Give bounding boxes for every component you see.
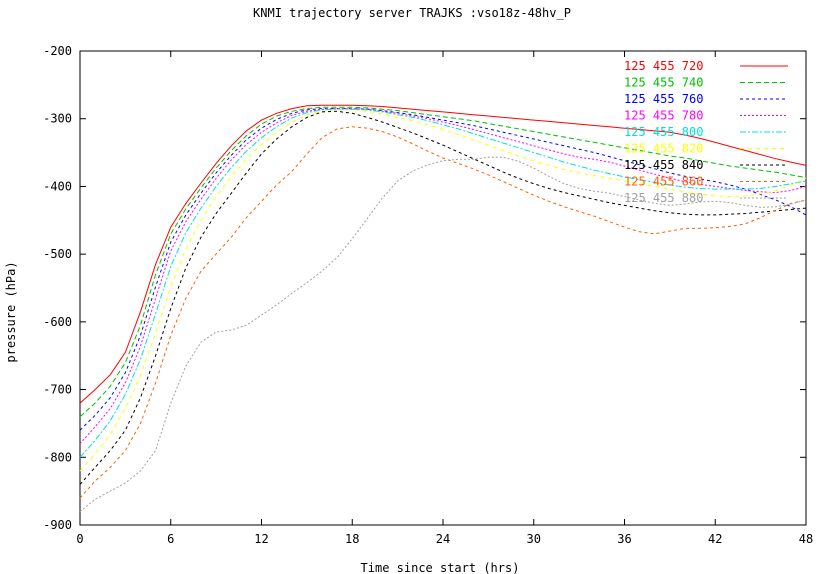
series-line (79, 104, 807, 404)
x-tick-label: 18 (345, 532, 359, 546)
legend-label: 125 455 860 (624, 175, 703, 189)
series-layer (79, 104, 807, 512)
series-line (79, 126, 807, 499)
y-tick-label: -800 (43, 450, 72, 464)
x-tick-label: 12 (254, 532, 268, 546)
legend-label: 125 455 840 (624, 158, 703, 172)
legend-label: 125 455 800 (624, 125, 703, 139)
legend-label: 125 455 720 (624, 59, 703, 73)
y-tick-label: -700 (43, 383, 72, 397)
legend-label: 125 455 820 (624, 142, 703, 156)
chart-title: KNMI trajectory server TRAJKS :vso18z-48… (253, 6, 571, 20)
series-line (79, 106, 807, 418)
y-tick-label: -200 (43, 44, 72, 58)
y-tick-label: -500 (43, 247, 72, 261)
series-line (79, 108, 807, 458)
x-tick-label: 42 (708, 532, 722, 546)
legend: 125 455 720 125 455 740 125 455 760 125 455… (624, 59, 788, 205)
legend-label: 125 455 880 (624, 191, 703, 205)
x-tick-label: 30 (527, 532, 541, 546)
y-tick-label: -900 (43, 518, 72, 532)
x-tick-label: 36 (617, 532, 631, 546)
legend-label: 125 455 780 (624, 109, 703, 123)
series-line (79, 109, 807, 472)
legend-label: 125 455 740 (624, 76, 703, 90)
x-tick-label: 48 (799, 532, 813, 546)
x-tick-label: 6 (167, 532, 174, 546)
series-line (79, 156, 807, 512)
legend-label: 125 455 760 (624, 92, 703, 106)
x-axis-label: Time since start (hrs) (361, 561, 520, 574)
y-axis-label: pressure (hPa) (4, 261, 18, 362)
y-tick-label: -600 (43, 315, 72, 329)
y-tick-label: -300 (43, 112, 72, 126)
series-line (79, 110, 807, 485)
axis-ticks: 0 6 12 18 24 30 36 42 48 -900 -800 -700 -600 -500 -400… (43, 44, 813, 546)
series-line (79, 108, 807, 431)
x-tick-label: 24 (436, 532, 450, 546)
y-tick-label: -400 (43, 179, 72, 193)
x-tick-label: 0 (76, 532, 83, 546)
